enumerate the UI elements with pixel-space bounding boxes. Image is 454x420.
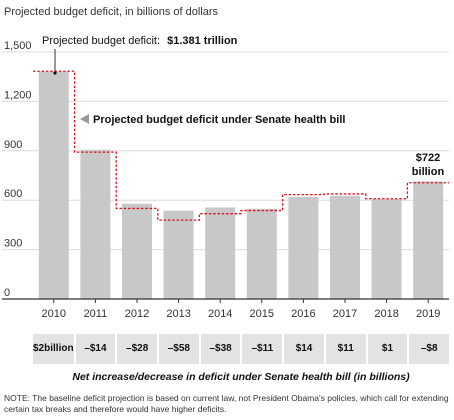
- net-change-value: $2: [33, 343, 45, 354]
- x-tick-label: 2017: [333, 308, 357, 320]
- net-change-cell: $11: [325, 334, 366, 364]
- net-change-cell: –$8: [409, 334, 450, 364]
- annotations: Projected budget deficit: $1.381 trillio…: [42, 35, 444, 178]
- last-value-annotation-line2: billion: [412, 166, 445, 178]
- bar: [163, 210, 194, 299]
- net-change-value: –$28: [126, 343, 149, 354]
- x-tick-label: 2016: [291, 308, 315, 320]
- x-tick-label: 2013: [166, 308, 190, 320]
- pointer-triangle-icon: [80, 114, 89, 124]
- net-change-caption: Net increase/decrease in deficit under S…: [72, 371, 410, 383]
- bar: [38, 71, 69, 299]
- bar: [413, 181, 444, 299]
- net-change-value: –$11: [251, 343, 274, 354]
- net-change-value: –$58: [167, 343, 190, 354]
- x-tick-label: 2019: [416, 308, 440, 320]
- bar: [205, 207, 236, 299]
- net-change-cell: –$14: [75, 334, 116, 364]
- x-tick-label: 2010: [42, 308, 66, 320]
- last-value-annotation-line1: $722: [416, 152, 440, 164]
- x-tick-label: 2014: [208, 308, 232, 320]
- net-change-value: –$38: [209, 343, 232, 354]
- net-change-value: –$14: [84, 343, 107, 354]
- net-change-value: $1: [381, 343, 394, 354]
- senate-step-line: [33, 70, 449, 221]
- deficit-bars: [38, 71, 444, 299]
- axes: 0 300 600 900 1,200 1,500 2010 2011 2012 2013 2014…: [2, 40, 449, 320]
- bar: [288, 196, 319, 299]
- net-change-row: $2 billion –$14 –$28 –$58 –$38 –$11 $14 $11 $1 –$8: [33, 334, 450, 364]
- net-change-cell: $14: [284, 334, 324, 364]
- top-annotation-label: Projected budget deficit:: [42, 35, 160, 47]
- net-change-cell: –$28: [117, 334, 158, 364]
- y-tick-label: 900: [4, 139, 22, 151]
- net-change-cell: –$38: [200, 334, 241, 364]
- bar: [330, 195, 360, 299]
- y-tick-label: 1,200: [4, 89, 32, 101]
- net-change-value: billion: [44, 343, 74, 354]
- net-change-cell: $2 billion: [33, 334, 74, 364]
- net-change-value: $11: [337, 343, 354, 354]
- top-annotation-value: $1.381 trillion: [167, 35, 238, 47]
- net-change-value: –$8: [420, 343, 438, 354]
- net-change-cell: –$11: [242, 334, 283, 364]
- chart-title: Projected budget deficit, in billions of…: [4, 6, 219, 18]
- top-annotation-dot: [53, 71, 57, 75]
- bar: [80, 149, 111, 299]
- x-tick-label: 2015: [250, 308, 274, 320]
- bar: [122, 203, 152, 299]
- net-change-value: $14: [295, 343, 313, 354]
- y-tick-label: 300: [4, 238, 22, 250]
- net-change-cell: $1: [367, 334, 408, 364]
- footnote: NOTE: The baseline deficit projection is…: [4, 393, 449, 414]
- y-tick-label: 0: [4, 287, 10, 299]
- senate-annotation: Projected budget deficit under Senate he…: [93, 114, 345, 126]
- net-change-cell: –$58: [159, 334, 199, 364]
- senate-bill-line: [33, 70, 449, 221]
- x-tick-label: 2012: [125, 308, 149, 320]
- bar: [371, 198, 402, 299]
- x-tick-label: 2011: [84, 308, 108, 320]
- bar: [246, 208, 277, 299]
- deficit-bar-chart: 0 300 600 900 1,200 1,500 2010 2011 2012 2013 2014…: [2, 35, 449, 320]
- top-annotation: Projected budget deficit: $1.381 trillio…: [42, 35, 238, 47]
- y-tick-label: 1,500: [4, 40, 32, 52]
- y-tick-label: 600: [4, 188, 22, 200]
- x-tick-label: 2018: [374, 308, 398, 320]
